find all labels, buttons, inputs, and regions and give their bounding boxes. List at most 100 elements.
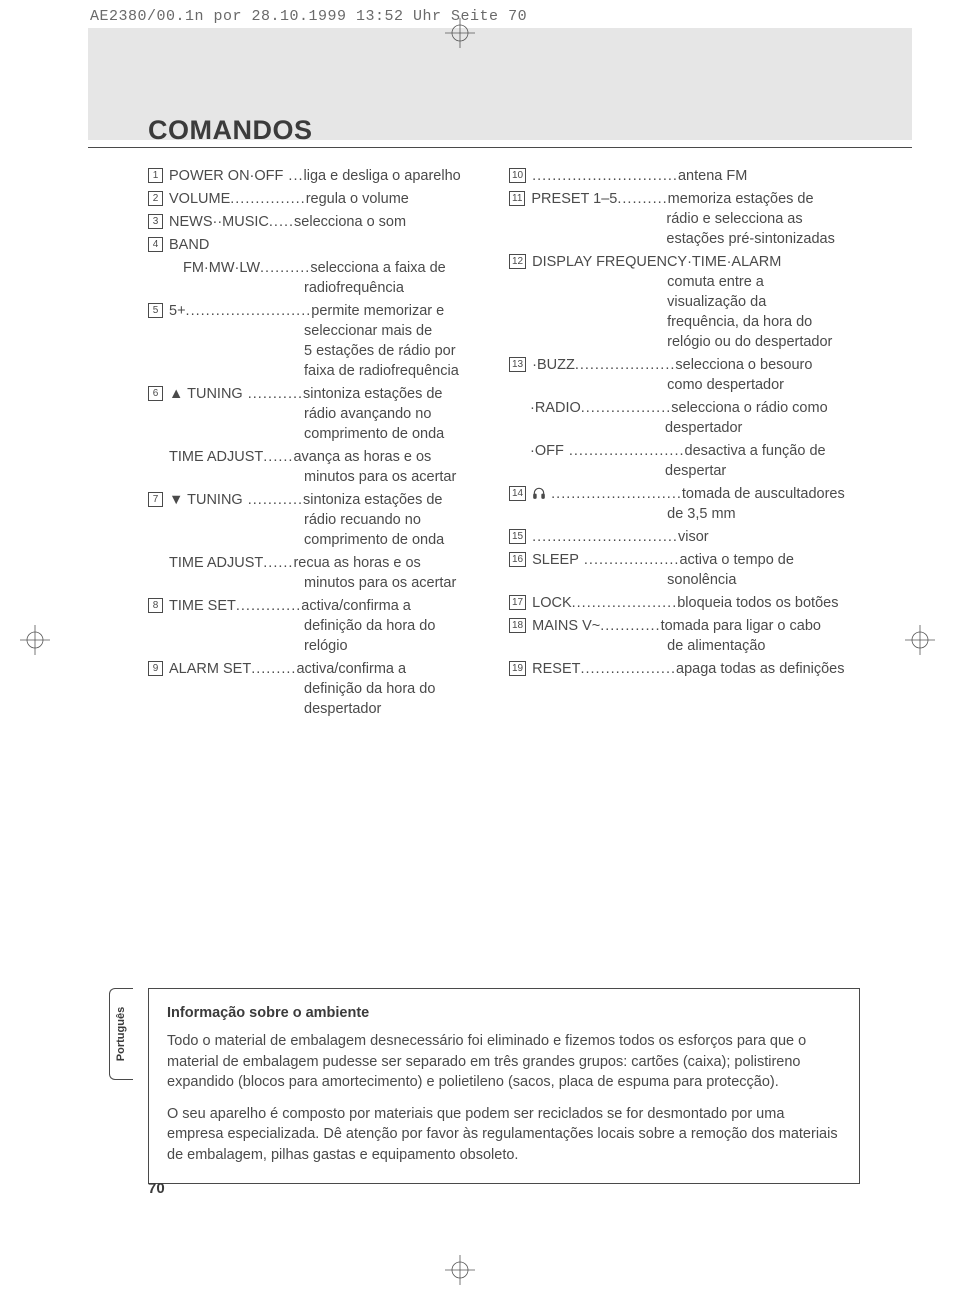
control-entry: 0·RADIO..................selecciona o rá… xyxy=(509,398,848,438)
entry-label: ALARM SET xyxy=(169,661,251,677)
entry-continuation: frequência, da hora do xyxy=(532,312,848,332)
title-rule xyxy=(88,147,912,148)
headphone-icon xyxy=(532,486,546,502)
control-entry: 13·BUZZ....................selecciona o … xyxy=(509,355,848,395)
control-entry: 1POWER ON·OFF ...liga e desliga o aparel… xyxy=(148,166,487,186)
control-entry: 0·OFF .......................desactiva a… xyxy=(509,441,848,481)
entry-desc: liga e desliga o aparelho xyxy=(304,168,461,184)
entry-first-line: LOCK.....................bloqueia todos … xyxy=(532,593,848,613)
control-entry: 7▼ TUNING ...........sintoniza estações … xyxy=(148,490,487,550)
entry-dots: ..... xyxy=(269,214,294,230)
entry-number: 4 xyxy=(148,237,163,252)
entry-continuation: como despertador xyxy=(532,375,848,395)
entry-label: ·BUZZ xyxy=(532,357,575,373)
entry-dots: ................... xyxy=(579,552,680,568)
entry-number: 6 xyxy=(148,386,163,401)
entry-first-line: VOLUME...............regula o volume xyxy=(169,189,487,209)
info-paragraph-1: Todo o material de embalagem desnecessár… xyxy=(167,1031,841,1092)
entry-first-line: ·RADIO..................selecciona o rád… xyxy=(530,398,848,418)
entry-first-line: DISPLAY FREQUENCY·TIME·ALARM xyxy=(532,252,848,272)
entry-number: 2 xyxy=(148,191,163,206)
entry-continuation: definição da hora do xyxy=(169,616,487,636)
entry-first-line: ·BUZZ....................selecciona o be… xyxy=(532,355,848,375)
entry-body: LOCK.....................bloqueia todos … xyxy=(532,593,848,613)
entry-desc: recua as horas e os xyxy=(293,555,420,571)
info-heading: Informação sobre o ambiente xyxy=(167,1003,841,1023)
entry-desc: tomada de auscultadores xyxy=(682,486,845,502)
entry-first-line: NEWS··MUSIC.....selecciona o som xyxy=(169,212,487,232)
entry-body: NEWS··MUSIC.....selecciona o som xyxy=(169,212,487,232)
control-entry: 0FM·MW·LW..........selecciona a faixa de… xyxy=(148,258,487,298)
entry-desc: selecciona a faixa de xyxy=(310,260,445,276)
entry-body: 5+.........................permite memor… xyxy=(169,301,487,381)
entry-dots: ............................. xyxy=(532,168,678,184)
control-entry: 12 DISPLAY FREQUENCY·TIME·ALARM comuta ent… xyxy=(509,252,848,352)
entry-desc: regula o volume xyxy=(306,191,409,207)
entry-desc: selecciona o besouro xyxy=(675,357,812,373)
entry-label: DISPLAY FREQUENCY·TIME·ALARM xyxy=(532,254,781,270)
entry-number: 12 xyxy=(509,254,526,269)
entry-dots: ......................... xyxy=(186,303,312,319)
entry-continuation: despertador xyxy=(169,699,487,719)
entry-continuation: 5 estações de rádio por xyxy=(169,341,487,361)
right-column: 10.............................antena FM… xyxy=(509,166,848,722)
entry-first-line: .............................visor xyxy=(532,527,848,547)
entry-dots: ....................... xyxy=(564,443,685,459)
environment-info-box: Informação sobre o ambiente Todo o mater… xyxy=(148,988,860,1184)
entry-first-line: MAINS V~............tomada para ligar o … xyxy=(532,616,848,636)
entry-continuation: minutos para os acertar xyxy=(169,573,487,593)
entry-continuation: rádio avançando no xyxy=(169,404,487,424)
entry-dots: .................. xyxy=(581,400,672,416)
entry-dots: ...... xyxy=(263,449,293,465)
entry-label: 5+ xyxy=(169,303,186,319)
registration-mark-top xyxy=(445,18,475,48)
entry-desc: permite memorizar e xyxy=(311,303,444,319)
entry-dots: ................... xyxy=(580,661,676,677)
entry-desc: memoriza estações de xyxy=(668,191,814,207)
entry-continuation: de alimentação xyxy=(532,636,848,656)
entry-desc: antena FM xyxy=(678,168,747,184)
registration-mark-bottom xyxy=(445,1255,475,1285)
entry-desc: visor xyxy=(678,529,709,545)
entry-desc: selecciona o rádio como xyxy=(671,400,827,416)
entry-body: BAND xyxy=(169,235,487,255)
entry-body: VOLUME...............regula o volume xyxy=(169,189,487,209)
control-entry: 16SLEEP ...................activa o temp… xyxy=(509,550,848,590)
entry-body: ALARM SET.........activa/confirma adefin… xyxy=(169,659,487,719)
control-entry: 17LOCK.....................bloqueia todo… xyxy=(509,593,848,613)
entry-desc: tomada para ligar o cabo xyxy=(661,618,821,634)
entry-number: 1 xyxy=(148,168,163,183)
entry-dots: ...... xyxy=(263,555,293,571)
entry-continuation: relógio xyxy=(169,636,487,656)
left-column: 1POWER ON·OFF ...liga e desliga o aparel… xyxy=(148,166,487,722)
control-entry: 19RESET...................apaga todas as… xyxy=(509,659,848,679)
control-entry: 11PRESET 1–5..........memoriza estações … xyxy=(509,189,848,249)
entry-first-line: TIME ADJUST......recua as horas e os xyxy=(169,553,487,573)
entry-body: ▼ TUNING ...........sintoniza estações d… xyxy=(169,490,487,550)
entry-desc: avança as horas e os xyxy=(293,449,431,465)
entry-first-line: RESET...................apaga todas as d… xyxy=(532,659,848,679)
entry-first-line: BAND xyxy=(169,235,487,255)
control-entry: 55+.........................permite memo… xyxy=(148,301,487,381)
entry-desc: activa/confirma a xyxy=(296,661,406,677)
entry-label: NEWS··MUSIC xyxy=(169,214,269,230)
entry-label: TIME ADJUST xyxy=(169,555,263,571)
entry-number: 14 xyxy=(509,486,526,501)
entry-label: LOCK xyxy=(532,595,572,611)
entry-body: TIME ADJUST......recua as horas e osminu… xyxy=(169,553,487,593)
control-entry: 9ALARM SET.........activa/confirma adefi… xyxy=(148,659,487,719)
entry-body: RESET...................apaga todas as d… xyxy=(532,659,848,679)
control-entry: 4 BAND xyxy=(148,235,487,255)
entry-dots: ............. xyxy=(236,598,301,614)
entry-body: DISPLAY FREQUENCY·TIME·ALARM comuta entre… xyxy=(532,252,848,352)
entry-continuation: rádio recuando no xyxy=(169,510,487,530)
entry-body: TIME ADJUST......avança as horas e osmin… xyxy=(169,447,487,487)
entry-continuation: comuta entre a xyxy=(532,272,848,292)
info-paragraph-2: O seu aparelho é composto por materiais … xyxy=(167,1104,841,1165)
entry-first-line: FM·MW·LW..........selecciona a faixa de xyxy=(169,258,487,278)
entry-body: ·BUZZ....................selecciona o be… xyxy=(532,355,848,395)
control-entry: 0TIME ADJUST......avança as horas e osmi… xyxy=(148,447,487,487)
entry-continuation: visualização da xyxy=(532,292,848,312)
entry-continuation: despertar xyxy=(530,461,848,481)
entry-dots: ... xyxy=(283,168,303,184)
